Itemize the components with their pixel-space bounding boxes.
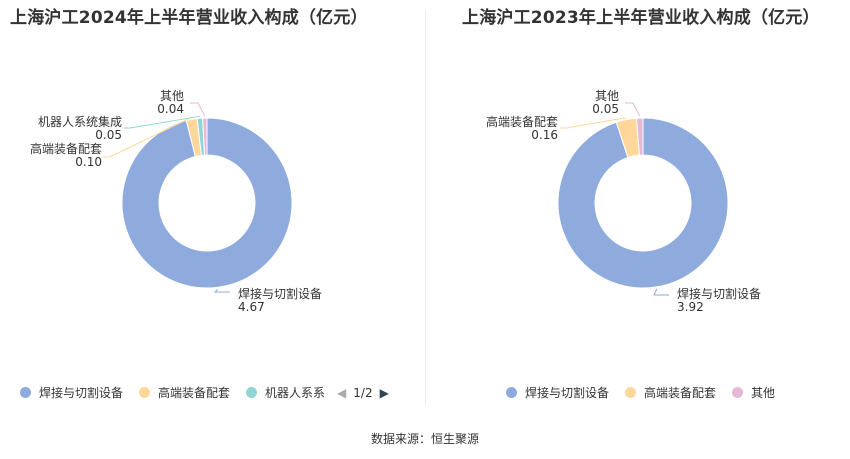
slice-label-name-0: 焊接与切割设备 (677, 286, 761, 301)
legend-swatch-other (732, 387, 744, 398)
slice-label-name-0: 焊接与切割设备 (238, 286, 322, 301)
slice-label-value-0: 3.92 (677, 300, 704, 314)
chart-title-2024: 上海沪工2024年上半年营业收入构成（亿元） (10, 8, 368, 28)
leader-line-2 (625, 102, 641, 117)
legend-item-high-end[interactable]: 高端装备配套 (625, 384, 716, 401)
legend-next-arrow-icon[interactable]: ▶ (379, 385, 389, 400)
slice-label-name-1: 高端装备配套 (30, 141, 102, 156)
legend-label-high-end: 高端装备配套 (644, 386, 717, 400)
chart-panel-2024: 上海沪工2024年上半年营业收入构成（亿元） 焊接与切割设备 4.67 高端装备配套… (0, 0, 425, 410)
slice-label-value-2: 0.05 (95, 128, 122, 142)
leader-line-0 (653, 288, 669, 296)
leader-line-1 (104, 116, 192, 158)
slice-label-name-1: 高端装备配套 (486, 114, 558, 129)
data-source-note: 数据来源：恒生聚源 (370, 432, 479, 446)
leader-line-2 (124, 115, 200, 129)
donut-slice-0[interactable] (121, 117, 293, 289)
legend-swatch-welding (506, 387, 517, 398)
leader-line-3 (190, 102, 206, 117)
legend-label-welding: 焊接与切割设备 (39, 386, 124, 400)
legend-item-welding[interactable]: 焊接与切割设备 (506, 384, 609, 401)
legend-label-robot: 机器人系系 (265, 386, 326, 400)
legend-swatch-robot (246, 387, 258, 398)
legend-page-indicator: 1/2 (353, 385, 373, 400)
legend-label-welding: 焊接与切割设备 (525, 386, 610, 400)
leader-line-0 (213, 288, 230, 293)
chart-panel-2023: 上海沪工2023年上半年营业收入构成（亿元） 焊接与切割设备 3.92 高端装备配套… (426, 0, 850, 410)
legend-swatch-welding (20, 387, 31, 398)
legend-prev-arrow-icon[interactable]: ◀ (337, 385, 347, 400)
legend-item-welding[interactable]: 焊接与切割设备 (20, 384, 123, 401)
donut-slice-2[interactable] (636, 117, 644, 156)
chart-title-2023: 上海沪工2023年上半年营业收入构成（亿元） (462, 8, 820, 28)
panel-divider (425, 10, 426, 405)
donut-slice-3[interactable] (202, 117, 208, 156)
legend-label-other: 其他 (751, 386, 776, 400)
legend-pager: ◀ 1/2 ▶ (337, 386, 389, 400)
slice-label-name-2: 其他 (595, 89, 619, 103)
legend-swatch-high-end (139, 387, 151, 398)
slice-label-name-3: 其他 (160, 89, 184, 103)
legend-2023: 焊接与切割设备 高端装备配套 其他 (506, 384, 791, 401)
legend-2024: 焊接与切割设备 高端装备配套 机器人系系 ◀ 1/2 ▶ (20, 384, 389, 401)
donut-slice-0[interactable] (557, 117, 729, 289)
leader-line-1 (560, 117, 626, 129)
legend-item-robot[interactable]: 机器人系系 (246, 384, 325, 401)
legend-item-other[interactable]: 其他 (732, 384, 775, 401)
slice-label-value-1: 0.16 (531, 128, 558, 142)
slice-label-name-2: 机器人系统集成 (38, 114, 122, 129)
legend-label-high-end: 高端装备配套 (158, 386, 231, 400)
slice-label-value-2: 0.05 (592, 102, 619, 116)
legend-swatch-high-end (625, 387, 637, 398)
legend-item-high-end[interactable]: 高端装备配套 (139, 384, 230, 401)
slice-label-value-3: 0.04 (157, 102, 184, 116)
slice-label-value-1: 0.10 (75, 155, 102, 169)
slice-label-value-0: 4.67 (238, 300, 265, 314)
